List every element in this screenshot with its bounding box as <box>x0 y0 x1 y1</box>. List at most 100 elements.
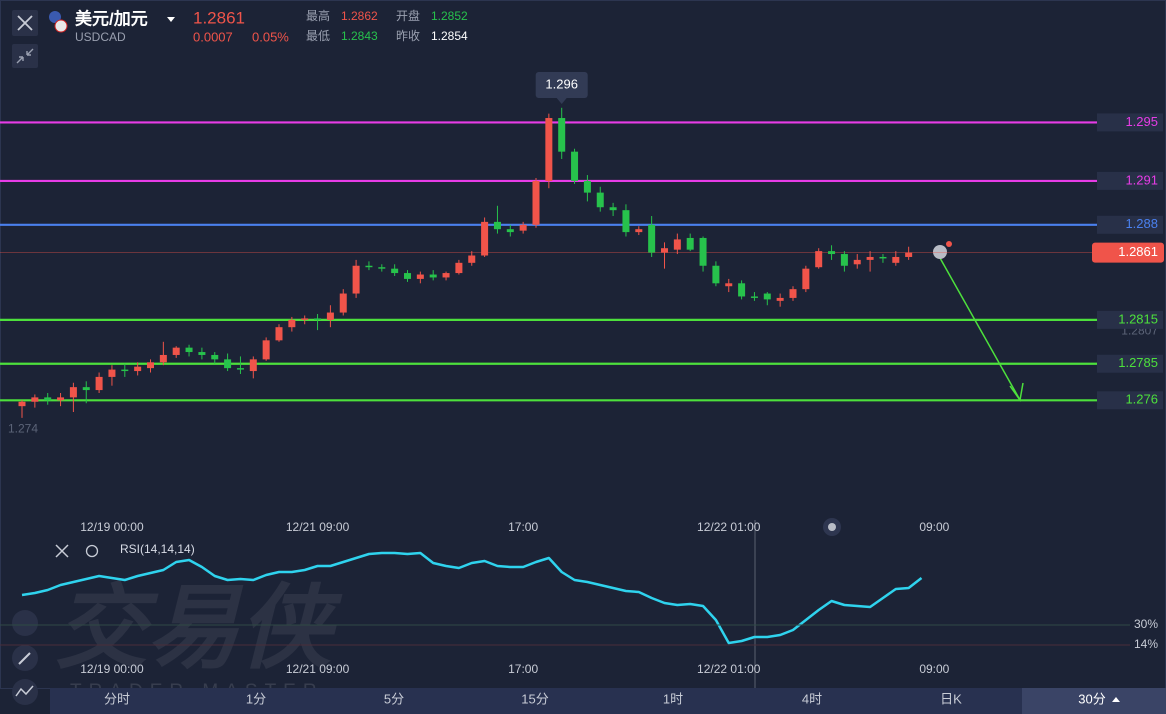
candle-body <box>905 252 913 257</box>
level-label: 1.295 <box>1125 114 1158 129</box>
candle-body <box>892 256 900 263</box>
candle-body <box>378 267 386 269</box>
candle-body <box>31 397 39 402</box>
x-tick-label: 12/22 01:00 <box>697 662 761 676</box>
candle-body <box>236 368 244 370</box>
candle-body <box>699 237 707 266</box>
candle-body <box>596 192 604 208</box>
candle-body <box>853 259 861 265</box>
candle-body <box>249 359 257 372</box>
candle-body <box>789 289 797 298</box>
candle-body <box>661 248 668 253</box>
candle-body <box>172 347 180 355</box>
x-tick-label: 17:00 <box>508 520 538 534</box>
candle-body <box>493 221 501 230</box>
tab[interactable]: 5分 <box>384 691 404 706</box>
watermark-title: 交易侠 <box>55 577 343 679</box>
tab[interactable]: 1分 <box>246 691 266 706</box>
y-tick-label: 30% <box>1134 617 1158 631</box>
pair-name[interactable]: 美元/加元 <box>75 8 148 28</box>
level-label: 1.291 <box>1125 172 1158 187</box>
stat-value: 1.2862 <box>341 9 378 23</box>
candle-body <box>224 359 232 369</box>
y-tick-label: 14% <box>1134 637 1158 651</box>
candle-body <box>18 401 26 407</box>
level-label: 1.288 <box>1125 216 1158 231</box>
rsi-settings[interactable] <box>85 544 99 558</box>
candle-body <box>545 118 553 181</box>
candle-body <box>301 318 309 320</box>
level-tag <box>1097 310 1163 329</box>
stat-value: 1.2852 <box>431 9 468 23</box>
candle-body <box>288 319 296 328</box>
tab[interactable]: 1时 <box>663 691 683 706</box>
tool-candles[interactable] <box>12 610 38 636</box>
rsi-close[interactable] <box>55 544 69 558</box>
candle-body <box>185 347 193 353</box>
tab[interactable]: 4时 <box>802 691 822 706</box>
candle-body <box>750 296 758 298</box>
candle-body <box>776 297 784 301</box>
candle-body <box>198 352 206 355</box>
indicator-icon <box>15 685 34 697</box>
level-tag <box>1097 171 1163 190</box>
tab-selected[interactable] <box>1022 688 1166 714</box>
x-tick-label: 17:00 <box>508 662 538 676</box>
candle-body <box>686 237 694 250</box>
candle-body <box>738 283 746 297</box>
scroll-dot <box>828 523 836 531</box>
tab-bar <box>50 688 1166 714</box>
tab[interactable]: 分时 <box>104 691 130 706</box>
level-label: 1.2785 <box>1118 355 1158 370</box>
candle-body <box>648 224 656 253</box>
candle-body <box>532 180 540 225</box>
shrink-button[interactable] <box>12 44 38 68</box>
x-tick-label: 12/21 09:00 <box>286 662 350 676</box>
candle-body <box>506 229 514 233</box>
x-tick-label: 12/19 00:00 <box>80 520 144 534</box>
tab[interactable]: 日K <box>940 691 962 706</box>
x-tick-label: 12/22 01:00 <box>697 520 761 534</box>
candle-body <box>429 274 437 278</box>
candle-body <box>519 224 527 231</box>
level-tag <box>1097 354 1163 373</box>
x-tick-label: 09:00 <box>919 662 949 676</box>
candle-body <box>622 210 630 233</box>
last-price-label: 1.2861 <box>1118 244 1158 259</box>
level-tag <box>1097 391 1163 410</box>
tooltip-text: 1.296 <box>545 76 578 91</box>
candle-body <box>95 376 103 391</box>
y-tick-label: 1.274 <box>8 422 38 436</box>
candle-body <box>712 265 720 284</box>
level-label: 1.276 <box>1125 392 1158 407</box>
candle-body <box>866 256 874 260</box>
pen-icon <box>18 652 31 665</box>
candle-body <box>352 265 360 294</box>
pair-dropdown[interactable] <box>167 17 175 22</box>
candle-body <box>121 369 129 372</box>
candle-body <box>840 254 848 266</box>
symbol: USDCAD <box>75 30 126 44</box>
candle-body <box>416 274 424 279</box>
last-price-tag <box>1092 242 1164 263</box>
candle-body <box>815 251 823 268</box>
info-marker[interactable] <box>933 245 947 259</box>
candle-body <box>468 255 476 263</box>
x-tick-label: 12/21 09:00 <box>286 520 350 534</box>
candle-body <box>82 387 90 391</box>
alert-dot <box>946 241 952 247</box>
shrink-icon <box>16 48 34 64</box>
candle-body <box>404 273 411 279</box>
interval-tab[interactable]: 30分 <box>1078 691 1105 706</box>
candle-body <box>314 318 322 320</box>
candle-body <box>108 369 116 377</box>
candle-body <box>147 362 154 369</box>
candle-body <box>365 265 373 268</box>
tooltip <box>535 72 588 98</box>
tab[interactable]: 15分 <box>521 691 548 706</box>
candle-body <box>391 268 399 274</box>
stat-label: 最低 <box>306 29 330 43</box>
candle-body <box>571 151 579 181</box>
flag-ca <box>54 19 68 33</box>
